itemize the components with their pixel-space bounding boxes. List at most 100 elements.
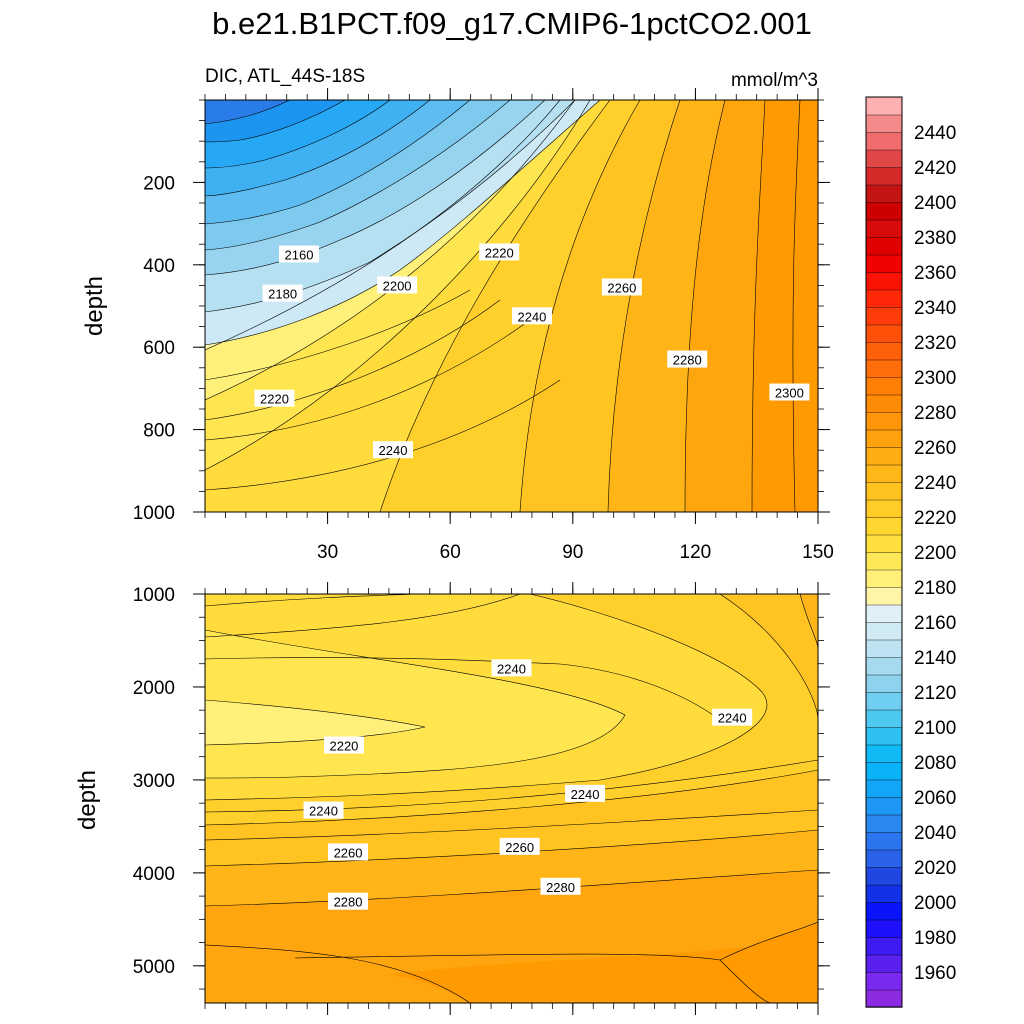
- contour-label-text: 2260: [607, 280, 636, 295]
- lower-y-tick-label: 3000: [133, 771, 175, 792]
- colorbar-swatch: [865, 219, 903, 238]
- colorbar-swatch: [865, 499, 903, 518]
- contour-line: [205, 100, 471, 225]
- contour-label-bg: [601, 278, 642, 296]
- contour-line: [205, 594, 521, 638]
- colorbar-swatch: [865, 481, 903, 501]
- colorbar-swatch: [865, 289, 903, 308]
- contour-line: [205, 100, 576, 313]
- contour-line: [751, 100, 766, 512]
- contour-line: [205, 100, 346, 143]
- colorbar-label: 2000: [914, 893, 956, 914]
- contour-line: [719, 921, 818, 961]
- contour-label: 2260: [601, 278, 642, 296]
- colorbar-swatch: [865, 516, 903, 536]
- upper-x-tick-label: 120: [680, 542, 712, 563]
- colorbar-label: 2100: [914, 718, 956, 739]
- contour-label: 2280: [540, 877, 581, 895]
- upper-y-tick-label: 600: [143, 338, 175, 359]
- contour-label: 2280: [328, 892, 369, 910]
- contour-label-bg: [377, 276, 418, 294]
- colorbar-swatch: [865, 744, 903, 763]
- colorbar-label: 2320: [914, 333, 956, 354]
- colorbar-label: 2260: [914, 438, 956, 459]
- colorbar-labels: 2440 2420 2400 2380 2360 2340 2320 2300 2280 2260…: [914, 123, 956, 984]
- colorbar-label: 2120: [914, 683, 956, 704]
- colorbar-swatch: [865, 761, 903, 781]
- lower-ticks: 1000 2000 3000 4000 5000: [133, 582, 830, 1015]
- lower-contour-fill: [205, 594, 818, 1003]
- colorbar-swatch: [865, 306, 903, 326]
- contour-line: [205, 944, 471, 1003]
- contour-label: 2220: [254, 389, 295, 407]
- contour-label-bg: [303, 801, 344, 819]
- contour-label-bg: [565, 784, 606, 802]
- colorbar-label: 2440: [914, 123, 956, 144]
- colorbar-swatch: [865, 814, 903, 833]
- colorbar-swatch: [865, 604, 903, 623]
- upper-panel: DIC, ATL_44S-18S mmol/m^3: [81, 66, 834, 563]
- colorbar-swatch: [865, 236, 903, 256]
- contour-label: 2180: [262, 284, 303, 302]
- contour-label-bg: [278, 245, 319, 263]
- contour-label-bg: [328, 843, 369, 861]
- contour-label-bg: [712, 708, 753, 726]
- contour-label-text: 2300: [775, 386, 804, 401]
- contour-label: 2160: [278, 245, 319, 263]
- contour-label: 2240: [565, 784, 606, 802]
- lower-y-tick-label: 5000: [133, 957, 175, 978]
- colorbar-swatch: [865, 831, 903, 851]
- contour-label: 2240: [712, 708, 753, 726]
- contour-line: [205, 100, 591, 471]
- contour-label-bg: [254, 389, 295, 407]
- contour-label-text: 2220: [329, 739, 358, 754]
- colorbar-swatch: [865, 446, 903, 466]
- contour-label-text: 2240: [571, 787, 600, 802]
- colorbar-swatch: [865, 954, 903, 973]
- lower-y-axis-label: depth: [74, 770, 101, 830]
- contour-line: [294, 953, 771, 1003]
- contour-label-bg: [328, 892, 369, 910]
- contour-label-text: 2180: [268, 287, 297, 302]
- contour-label: 2280: [667, 350, 708, 368]
- upper-contour-labels: 2160 2180 2200 2220 2240 2260 2280 2300 2220 2240: [254, 243, 810, 459]
- colorbar-swatch: [865, 569, 903, 588]
- contour-label-bg: [323, 736, 364, 754]
- contour-label: 2200: [377, 276, 418, 294]
- contour-line: [684, 100, 726, 512]
- colorbar-swatch: [865, 149, 903, 168]
- colorbar-label: 2080: [914, 753, 956, 774]
- colorbar-swatch: [865, 271, 903, 291]
- fill-2280-bottom: [205, 945, 470, 1003]
- upper-y-axis-label: depth: [81, 276, 108, 336]
- contour-label-bg: [540, 877, 581, 895]
- upper-contour-lines: [205, 100, 801, 512]
- colorbar-swatch: [865, 166, 903, 186]
- contour-label-text: 2160: [285, 248, 314, 263]
- upper-ticks: 200 400 600 800 1000 30 60 90 120 150: [133, 88, 834, 563]
- contour-label-bg: [769, 383, 810, 401]
- contour-label-bg: [511, 307, 552, 325]
- colorbar-swatch: [865, 184, 903, 203]
- colorbar-swatch: [865, 796, 903, 816]
- contour-label: 2240: [491, 659, 532, 677]
- colorbar-label: 2220: [914, 508, 956, 529]
- colorbar-swatch: [865, 464, 903, 483]
- upper-y-tick-label: 200: [143, 173, 175, 194]
- fill-2230: [205, 630, 625, 778]
- colorbar-label: 2060: [914, 788, 956, 809]
- contour-label-text: 2280: [673, 353, 702, 368]
- colorbar-swatch: [865, 726, 903, 746]
- colorbar-swatch: [865, 324, 903, 343]
- contour-label-text: 2240: [379, 443, 408, 458]
- contour-label: 2240: [303, 801, 344, 819]
- contour-line: [205, 809, 818, 841]
- contour-label-text: 2220: [485, 245, 514, 260]
- upper-x-tick-label: 30: [317, 542, 338, 563]
- contour-line: [205, 100, 561, 351]
- contour-label: 2260: [499, 837, 540, 855]
- contour-label-bg: [491, 659, 532, 677]
- colorbar-swatch: [865, 429, 903, 448]
- contour-label: 2240: [511, 307, 552, 325]
